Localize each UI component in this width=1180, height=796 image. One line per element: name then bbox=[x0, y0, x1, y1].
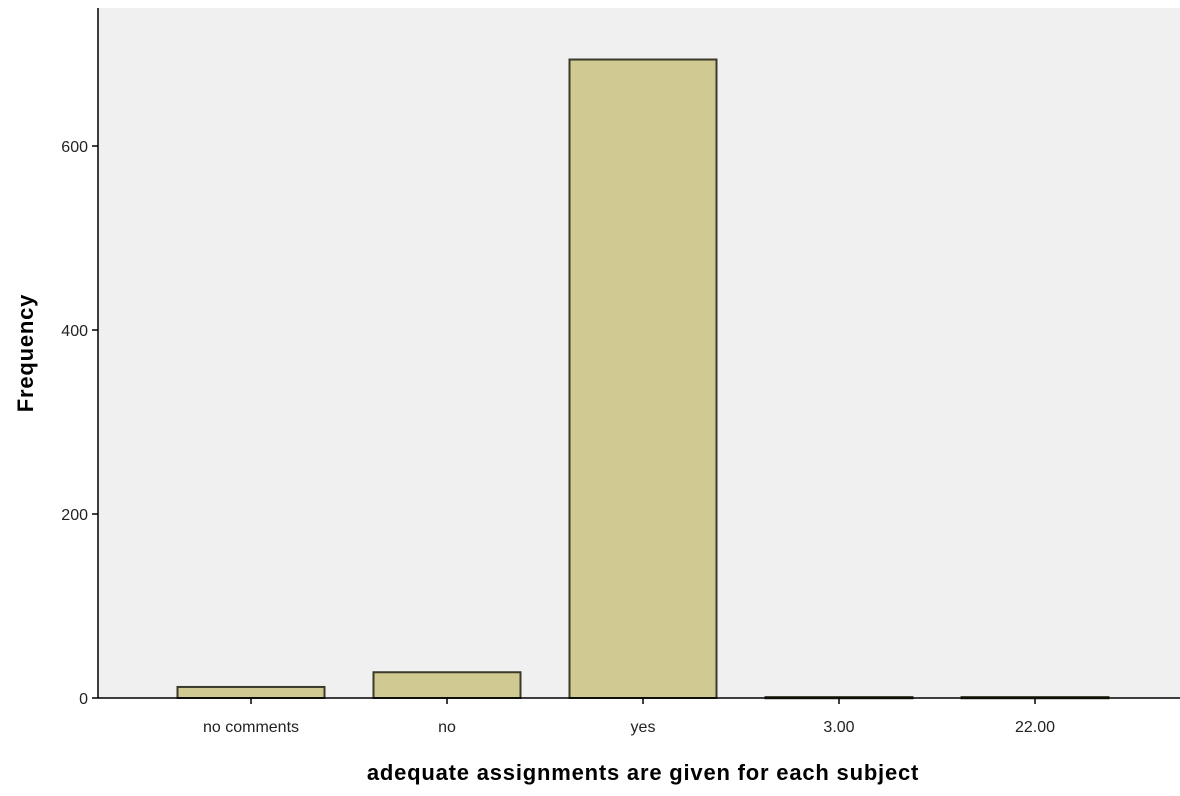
y-tick-label: 0 bbox=[79, 691, 88, 708]
x-tick-label: 22.00 bbox=[1015, 719, 1055, 736]
bar-no bbox=[372, 671, 522, 699]
bar-yes bbox=[568, 58, 718, 699]
x-tick-label: yes bbox=[631, 719, 656, 736]
y-tick-label: 400 bbox=[61, 323, 88, 340]
x-axis-title: adequate assignments are given for each … bbox=[367, 760, 919, 785]
x-tick-label: no bbox=[438, 719, 456, 736]
x-tick-label: no comments bbox=[203, 719, 299, 736]
y-tick-label: 600 bbox=[61, 139, 88, 156]
y-tick-label: 200 bbox=[61, 507, 88, 524]
y-axis-title: Frequency bbox=[13, 294, 38, 412]
bar-no-comments bbox=[176, 685, 326, 700]
axes-group bbox=[97, 8, 1180, 699]
ticks-group: 0 200 400 600 no comments no yes 3.00 22.00 bbox=[61, 139, 1055, 736]
bars-group bbox=[176, 58, 1110, 700]
x-tick-label: 3.00 bbox=[823, 719, 854, 736]
